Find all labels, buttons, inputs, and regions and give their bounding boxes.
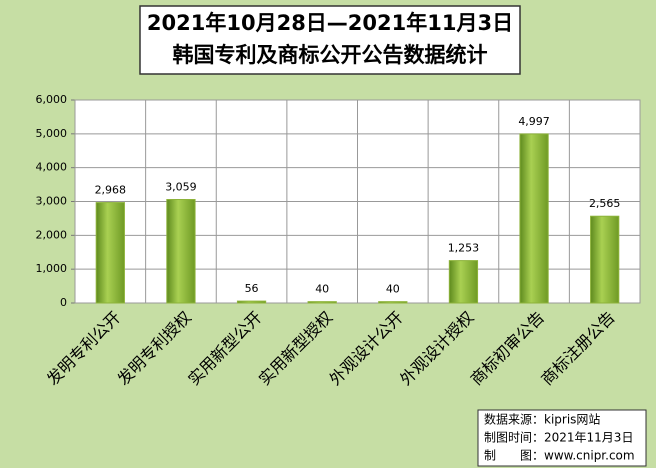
source-box <box>477 409 647 467</box>
source-note: 制 图：www.cnipr.com <box>484 449 635 463</box>
source-note: 数据来源：kipris网站 <box>484 412 600 427</box>
y-tick-label: 3,000 <box>36 195 68 208</box>
y-tick-label: 1,000 <box>36 262 68 275</box>
bar <box>519 133 549 304</box>
bar <box>95 202 125 304</box>
bar <box>236 300 267 304</box>
value-label: 2,565 <box>589 197 621 210</box>
value-label: 1,253 <box>448 242 480 255</box>
bar <box>590 215 620 304</box>
y-tick-label: 0 <box>60 296 67 309</box>
value-label: 4,997 <box>518 115 550 128</box>
title-box <box>139 5 521 75</box>
source-note: 制图时间：2021年11月3日 <box>484 431 633 445</box>
value-label: 40 <box>386 283 400 296</box>
plot-border <box>74 99 641 304</box>
y-tick-label: 4,000 <box>36 161 68 174</box>
bar <box>166 199 196 304</box>
value-label: 3,059 <box>165 181 197 194</box>
y-tick-label: 6,000 <box>36 93 68 106</box>
value-label: 40 <box>315 283 329 296</box>
bar <box>448 260 479 304</box>
chart-title: 2021年10月28日—2021年11月3日 <box>147 11 513 35</box>
chart-title: 韩国专利及商标公开公告数据统计 <box>173 43 488 67</box>
bar <box>307 301 337 304</box>
y-tick-label: 2,000 <box>36 228 68 241</box>
y-tick-label: 5,000 <box>36 127 68 140</box>
value-label: 56 <box>245 282 259 295</box>
value-label: 2,968 <box>95 184 127 197</box>
bar <box>378 301 408 304</box>
